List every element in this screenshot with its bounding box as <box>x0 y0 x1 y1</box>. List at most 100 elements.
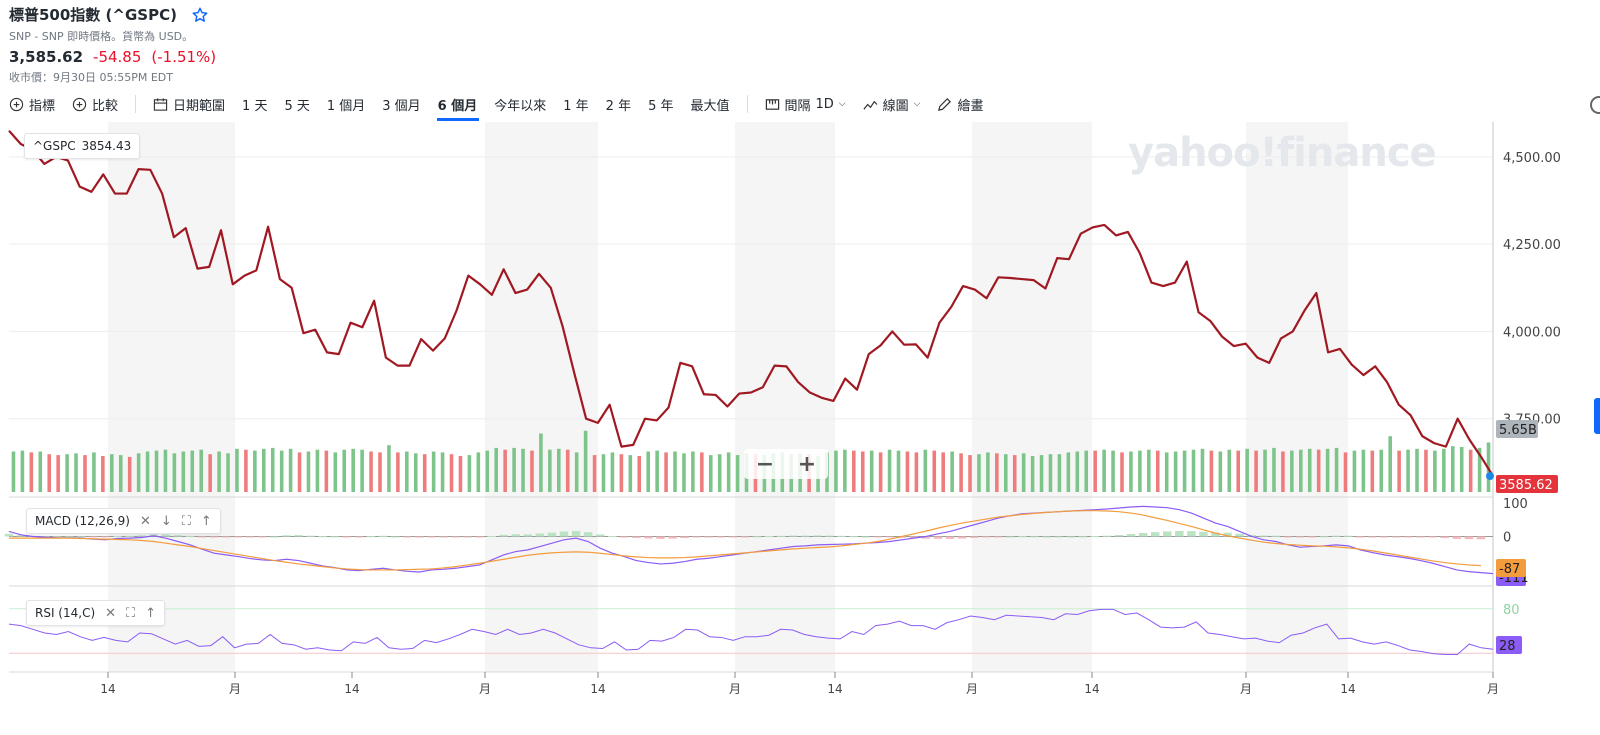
range-button-0[interactable]: 1 天 <box>242 98 268 114</box>
volume-bar <box>530 450 534 492</box>
arrow-up-icon[interactable]: ↑ <box>200 513 212 529</box>
range-button-9[interactable]: 最大值 <box>690 98 730 114</box>
expand-icon[interactable]: ⛶ <box>126 605 136 621</box>
close-icon[interactable]: ✕ <box>139 513 151 529</box>
range-button-3[interactable]: 3 個月 <box>382 98 421 114</box>
indicators-button[interactable]: 指標 <box>9 95 55 114</box>
volume-bar <box>378 452 382 492</box>
range-button-4[interactable]: 6 個月 <box>436 95 479 121</box>
volume-bar <box>342 449 347 492</box>
macd-histogram-bar <box>825 535 834 537</box>
macd-histogram-bar <box>354 536 364 538</box>
macd-y-tick: 0 <box>1503 530 1511 545</box>
close-icon[interactable]: ✕ <box>105 605 117 621</box>
range-button-7[interactable]: 2 年 <box>605 98 632 114</box>
current-price: 3,585.62 <box>9 48 84 66</box>
volume-bar <box>1191 449 1196 492</box>
volume-bar <box>47 454 52 492</box>
rsi-tag-bg <box>1496 636 1522 654</box>
macd-label-box: MACD (12,26,9) ✕ ↓ ⛶ ↑ <box>26 508 221 534</box>
volume-bar <box>279 450 284 492</box>
macd-histogram-bar <box>113 536 122 538</box>
range-button-8[interactable]: 5 年 <box>648 98 674 114</box>
macd-histogram-bar <box>656 536 665 539</box>
chart-type-button[interactable]: 線圖 ⌵ <box>863 95 920 114</box>
volume-bar <box>11 451 16 492</box>
month-band <box>972 122 1092 672</box>
macd-histogram-bar <box>1319 536 1329 538</box>
macd-histogram-bar <box>487 535 496 537</box>
compare-button[interactable]: 比較 <box>72 95 118 114</box>
signal-line <box>9 510 1481 571</box>
volume-bar <box>396 452 400 492</box>
arrow-down-icon[interactable]: ↓ <box>160 513 172 529</box>
range-button-6[interactable]: 1 年 <box>563 98 589 114</box>
rsi-panel <box>8 608 1494 655</box>
volume-bar <box>1433 450 1437 492</box>
macd-histogram-bar <box>957 536 967 539</box>
volume-bar <box>887 449 892 492</box>
volume-bar <box>1406 449 1410 492</box>
plus-circle-icon <box>9 97 24 111</box>
range-button-5[interactable]: 今年以來 <box>494 98 547 114</box>
macd-histogram-bar <box>294 535 303 537</box>
volume-bar <box>1370 450 1375 492</box>
macd-histogram-bar <box>1235 533 1244 537</box>
last-price-tag-bg <box>1496 475 1558 493</box>
calendar-icon <box>153 97 168 111</box>
interval-button[interactable]: 間隔 1D ⌵ <box>765 95 846 114</box>
date-range-button[interactable]: 日期範圍 <box>153 95 225 114</box>
range-button-2[interactable]: 1 個月 <box>326 98 366 114</box>
gear-icon[interactable] <box>1590 96 1600 114</box>
draw-button[interactable]: 繪畫 <box>937 95 983 114</box>
macd-histogram-bar <box>511 534 520 537</box>
volume-bar <box>1316 449 1321 492</box>
macd-histogram-bar <box>1440 536 1449 539</box>
volume-bar <box>610 452 615 492</box>
zoom-in-button[interactable]: + <box>797 451 817 477</box>
macd-histogram-bar <box>1452 536 1462 539</box>
macd-histogram-bar <box>861 536 870 538</box>
volume-bar <box>1388 436 1392 492</box>
range-button-1[interactable]: 5 天 <box>284 98 310 114</box>
macd-histogram-bar <box>1476 536 1486 540</box>
volume-bar <box>199 449 203 492</box>
volume-bar <box>592 455 597 492</box>
macd-histogram-bar <box>921 536 931 539</box>
macd-histogram-bar <box>1102 535 1112 537</box>
price-change: -54.85 <box>93 48 142 66</box>
yahoo-finance-watermark: yahoo!finance <box>1128 130 1437 176</box>
volume-bar <box>860 451 865 492</box>
macd-histogram-bar <box>137 535 146 537</box>
volume-bar <box>852 450 856 492</box>
volume-bar <box>324 450 329 492</box>
volume-bar <box>208 454 212 492</box>
volume-bar <box>1102 449 1106 492</box>
macd-histogram-bar <box>982 536 991 538</box>
compare-label: 比較 <box>92 98 119 114</box>
expand-icon[interactable]: ⛶ <box>181 513 191 529</box>
volume-bar <box>923 449 928 492</box>
volume-bar <box>932 450 937 492</box>
macd-tag: -87 <box>1499 562 1520 577</box>
range-selector: 1 天 5 天 1 個月 3 個月 6 個月 今年以來 1 年 2 年 5 年最大值 <box>242 95 746 121</box>
macd-histogram-bar <box>185 535 195 537</box>
volume-bar <box>458 456 463 492</box>
macd-histogram-bar <box>1175 530 1184 537</box>
macd-label: MACD (12,26,9) <box>35 514 130 528</box>
zoom-out-button[interactable]: − <box>755 451 775 477</box>
side-panel-tab[interactable] <box>1594 398 1600 434</box>
volume-bar <box>646 451 650 492</box>
volume-bar <box>1415 448 1419 492</box>
quote-source: SNP - SNP 即時價格。貨幣為 USD。 <box>9 30 194 43</box>
volume-bar <box>494 447 499 492</box>
volume-bar <box>92 452 96 492</box>
macd-histogram-bar <box>559 531 569 537</box>
volume-bar <box>65 454 69 492</box>
volume-bar <box>38 451 43 492</box>
volume-bar <box>172 453 177 492</box>
star-icon[interactable] <box>191 6 209 24</box>
arrow-up-icon[interactable]: ↑ <box>145 605 157 621</box>
